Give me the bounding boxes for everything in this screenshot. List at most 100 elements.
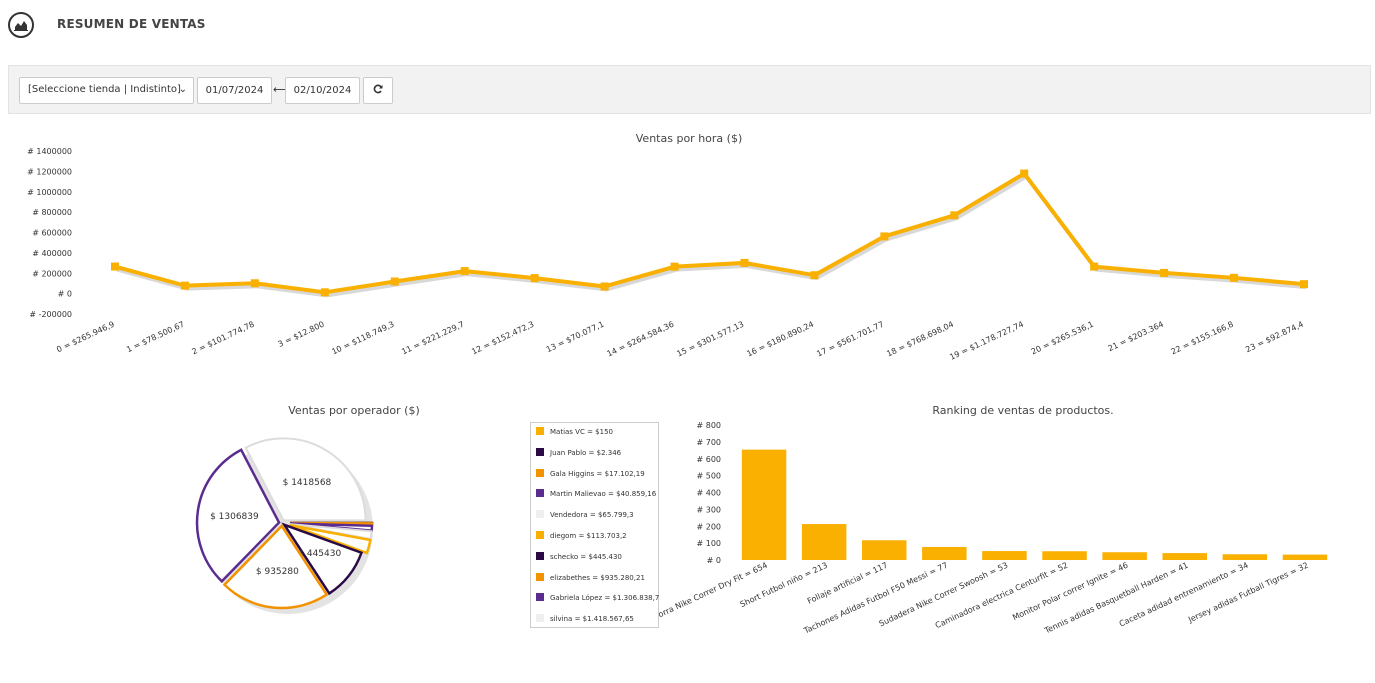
line-point <box>460 267 469 276</box>
product-bar <box>1162 553 1207 560</box>
bar-y-tick-label: # 600 <box>696 455 721 464</box>
legend-item: Vendedora = $65.799,3 <box>536 510 634 519</box>
y-tick-label: # -200000 <box>29 310 72 319</box>
pie-slice-label: $ 1418568 <box>283 478 332 488</box>
bar-y-tick-label: # 200 <box>696 522 721 531</box>
product-bar <box>1222 554 1268 560</box>
line-point <box>670 262 679 271</box>
x-tick-label: 2 = $101.774,78 <box>190 320 255 357</box>
date-from-input[interactable]: 01/07/2024 <box>197 77 272 104</box>
x-tick-label: 22 = $155.166,8 <box>1170 320 1235 357</box>
y-tick-label: # 1400000 <box>27 147 72 156</box>
y-tick-label: # 0 <box>58 290 72 299</box>
legend-swatch <box>536 614 544 623</box>
x-tick-label: 23 = $92.874,4 <box>1244 320 1305 355</box>
pie-chart-title: Ventas por operador ($) <box>288 404 419 417</box>
line-point <box>250 279 259 288</box>
x-tick-label: 20 = $265.536,1 <box>1030 320 1095 357</box>
product-bar <box>1042 551 1087 560</box>
line-point <box>320 288 329 297</box>
legend-swatch <box>536 593 544 602</box>
pie-slice-label: $ 935280 <box>256 567 299 577</box>
bar-x-tick-label: Jersey adidas Futball Tigres = 32 <box>1186 561 1310 625</box>
legend-item: Martin Malievao = $40.859,16 <box>536 489 656 498</box>
line-shadow <box>116 173 1307 298</box>
x-tick-label: 12 = $152.472,3 <box>470 320 535 357</box>
store-select-value: [Seleccione tienda | Indistinto] <box>28 84 181 95</box>
bar-y-tick-label: # 100 <box>696 539 721 548</box>
x-tick-label: 18 = $768.698,04 <box>885 320 955 359</box>
legend-item: Gabriela López = $1.306.838,7 <box>536 593 659 602</box>
legend-label: silvina = $1.418.567,65 <box>550 615 634 624</box>
x-tick-label: 17 = $561.701,77 <box>815 320 885 359</box>
legend-item: silvina = $1.418.567,65 <box>536 614 634 623</box>
pie-slice <box>289 523 372 555</box>
x-tick-label: 0 = $265.946,9 <box>55 320 116 355</box>
pie-legend: Matias VC = $150 Juan Pablo = $2.346 Gala … <box>530 422 659 628</box>
bar-y-tick-label: # 500 <box>696 472 721 481</box>
product-bar <box>801 524 847 560</box>
legend-item: elizabethes = $935.280,21 <box>536 572 645 582</box>
y-tick-label: # 600000 <box>32 229 72 238</box>
legend-label: schecko = $445.430 <box>550 552 622 561</box>
y-tick-label: # 200000 <box>32 269 72 278</box>
legend-swatch <box>536 531 544 539</box>
line-point <box>880 232 889 241</box>
refresh-button[interactable] <box>363 77 393 104</box>
legend-item: schecko = $445.430 <box>536 551 622 561</box>
bar-chart-title: Ranking de ventas de productos. <box>932 404 1113 417</box>
bar-y-tick-label: # 800 <box>696 421 721 430</box>
legend-swatch <box>536 572 544 581</box>
legend-label: Vendedora = $65.799,3 <box>550 511 634 520</box>
line-point <box>1230 273 1239 282</box>
bar-y-tick-label: # 400 <box>696 489 721 498</box>
pie-slice <box>195 448 281 584</box>
area-chart-icon <box>8 12 34 38</box>
pie-slice <box>281 522 364 596</box>
range-arrow-icon: ⟷ <box>273 83 289 96</box>
chevron-down-icon: ⌄ <box>178 84 187 95</box>
product-bar <box>1102 552 1147 560</box>
refresh-icon <box>373 84 383 94</box>
legend-label: Gala Higgins = $17.102,19 <box>550 469 645 478</box>
x-tick-label: 16 = $180.890,24 <box>745 320 815 359</box>
y-tick-label: # 800000 <box>32 208 72 217</box>
x-tick-label: 1 = $78.500,67 <box>125 320 186 355</box>
line-point <box>180 281 189 290</box>
bar-y-tick-label: # 0 <box>707 556 721 565</box>
line-point <box>810 271 819 280</box>
bar-y-tick-label: # 700 <box>696 438 721 447</box>
legend-label: diegom = $113.703,2 <box>550 532 627 540</box>
legend-label: elizabethes = $935.280,21 <box>550 573 645 582</box>
product-bar <box>982 551 1027 560</box>
legend-swatch <box>536 427 544 435</box>
bar-y-tick-label: # 300 <box>696 505 721 514</box>
legend-label: Martin Malievao = $40.859,16 <box>550 490 657 499</box>
y-tick-label: # 400000 <box>32 249 72 258</box>
page-title: RESUMEN DE VENTAS <box>57 17 206 31</box>
line-point <box>740 258 749 267</box>
x-tick-label: 10 = $118.749,3 <box>330 320 395 357</box>
product-bar <box>922 547 967 560</box>
legend-label: Matias VC = $150 <box>550 428 613 436</box>
product-bar <box>741 449 787 560</box>
y-tick-label: # 1000000 <box>27 188 72 197</box>
pie-slice <box>222 523 329 610</box>
line-point <box>390 277 399 286</box>
x-tick-label: 13 = $70.077,1 <box>545 320 606 355</box>
filter-toolbar: [Seleccione tienda | Indistinto] ⌄ 01/07… <box>8 65 1371 114</box>
line-point <box>1090 262 1099 271</box>
legend-swatch <box>536 468 544 477</box>
store-select[interactable]: [Seleccione tienda | Indistinto] ⌄ <box>19 77 194 104</box>
pie-slice <box>244 437 367 522</box>
line-point <box>600 282 609 291</box>
date-to-input[interactable]: 02/10/2024 <box>285 77 360 104</box>
legend-label: Juan Pablo = $2.346 <box>550 448 622 457</box>
line-point <box>530 274 539 283</box>
legend-swatch <box>536 489 544 498</box>
legend-label: Gabriela López = $1.306.838,7 <box>550 594 660 603</box>
legend-swatch <box>536 510 544 519</box>
line-point <box>1160 268 1169 277</box>
line-point <box>950 211 959 220</box>
